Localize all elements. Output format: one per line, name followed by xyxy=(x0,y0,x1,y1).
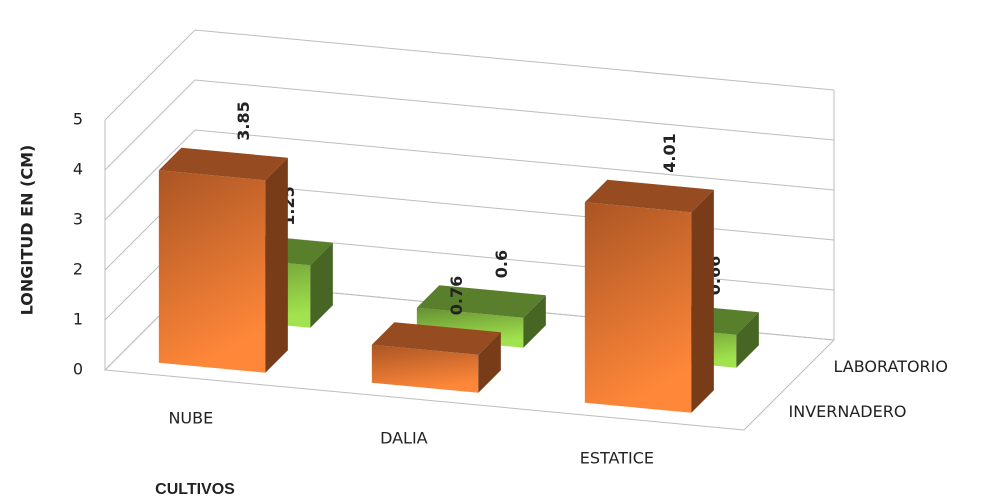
bar-top xyxy=(584,179,714,213)
bar-front xyxy=(371,344,479,393)
value-label: 4.01 xyxy=(660,133,679,172)
bar-side xyxy=(691,189,714,413)
value-label: 0.76 xyxy=(447,276,466,315)
y-tick-label: 5 xyxy=(73,110,83,129)
bar-top xyxy=(371,322,501,355)
y-tick-label: 3 xyxy=(73,210,83,229)
grid-line xyxy=(104,29,835,121)
bar xyxy=(158,147,288,373)
x-tick-label: NUBE xyxy=(168,409,213,428)
x-tick-label: ESTATICE xyxy=(580,449,654,468)
grid-line xyxy=(104,129,835,221)
grid-line xyxy=(104,79,835,171)
bar-side xyxy=(265,157,288,373)
value-label: 0.6 xyxy=(492,250,511,278)
y-tick-label: 4 xyxy=(73,160,83,179)
value-label: 3.85 xyxy=(234,101,253,140)
bar xyxy=(371,322,501,393)
legend-label: LABORATORIO xyxy=(834,357,948,376)
y-axis-label: LONGITUD EN (CM) xyxy=(18,145,37,316)
bar-top xyxy=(158,147,288,181)
bar-side xyxy=(523,295,546,348)
bar-side xyxy=(478,332,501,393)
y-tick-label: 2 xyxy=(73,260,83,279)
bar-front xyxy=(158,170,266,373)
y-tick-label: 1 xyxy=(73,310,83,329)
bar xyxy=(584,179,714,413)
legend-label: INVERNADERO xyxy=(789,402,907,421)
x-tick-label: DALIA xyxy=(380,429,428,448)
y-tick-label: 0 xyxy=(73,360,83,379)
bar-front xyxy=(584,202,692,413)
bar-side xyxy=(310,242,333,328)
bar-side xyxy=(736,312,759,368)
x-axis-label: CULTIVOS xyxy=(155,481,235,498)
bar-top xyxy=(416,285,546,318)
